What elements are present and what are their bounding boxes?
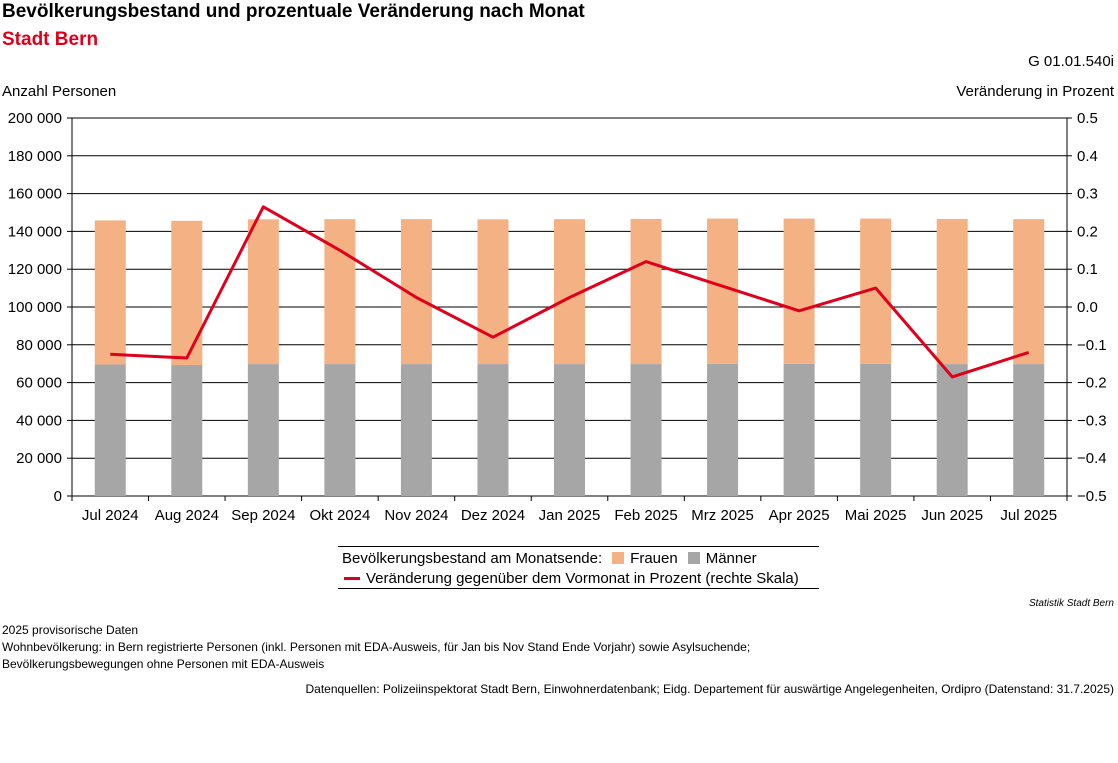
y-tick-label-right: 0.5 (1077, 110, 1098, 127)
bar-maenner (1013, 364, 1045, 496)
footnote-definition: Wohnbevölkerung: in Bern registrierte Pe… (2, 640, 751, 654)
x-tick-label: Dez 2024 (461, 507, 525, 524)
legend-label-frauen: Frauen (630, 549, 678, 567)
legend-prefix: Bevölkerungsbestand am Monatsende: (342, 549, 603, 567)
x-tick-label: Aug 2024 (155, 507, 219, 524)
legend-swatch-maenner (687, 552, 700, 564)
legend-label-line: Veränderung gegenüber dem Vormonat in Pr… (366, 569, 799, 587)
bar-maenner (936, 364, 968, 496)
bar-maenner (94, 364, 126, 496)
y-tick-label-left: 20 000 (16, 450, 62, 467)
bar-frauen (94, 220, 126, 365)
bar-maenner (324, 364, 356, 496)
credit: Statistik Stadt Bern (1028, 598, 1114, 609)
bar-maenner (247, 364, 279, 496)
y-tick-label-right: −0.5 (1077, 488, 1107, 505)
line-veraenderung (110, 205, 1030, 379)
y-tick-label-right: −0.3 (1077, 412, 1107, 429)
y-axis-label-left: Anzahl Personen (2, 83, 117, 100)
bar-frauen (324, 219, 356, 365)
legend: Bevölkerungsbestand am Monatsende: Fraue… (338, 546, 819, 589)
bar-frauen (477, 219, 509, 365)
chart-subtitle: Stadt Bern (2, 29, 99, 50)
y-tick-label-right: 0.4 (1077, 148, 1098, 165)
y-tick-label-left: 60 000 (16, 375, 62, 392)
x-tick-label: Jan 2025 (539, 507, 601, 524)
y-tick-label-left: 160 000 (8, 186, 62, 203)
x-tick-label: Sep 2024 (231, 507, 295, 524)
y-tick-label-right: −0.1 (1077, 337, 1107, 354)
bar-frauen (247, 219, 279, 365)
legend-label-maenner: Männer (705, 549, 757, 567)
x-tick-label: Mrz 2025 (691, 507, 754, 524)
y-tick-label-right: 0.3 (1077, 186, 1098, 203)
bar-maenner (783, 363, 815, 496)
bar-maenner (400, 364, 432, 496)
y-tick-label-left: 180 000 (8, 148, 62, 165)
x-tick-label: Jun 2025 (921, 507, 983, 524)
y-tick-label-left: 40 000 (16, 412, 62, 429)
x-tick-label: Jul 2025 (1000, 507, 1057, 524)
chart-title: Bevölkerungsbestand und prozentuale Verä… (2, 1, 585, 22)
y-tick-label-right: 0.1 (1077, 261, 1098, 278)
y-tick-label-left: 120 000 (8, 261, 62, 278)
chart-code: G 01.01.540i (1028, 53, 1114, 70)
y-axis-label-right: Veränderung in Prozent (956, 83, 1114, 100)
legend-row-bars: Bevölkerungsbestand am Monatsende: Fraue… (342, 548, 757, 568)
bar-frauen (707, 218, 739, 364)
x-tick-label: Jul 2024 (82, 507, 139, 524)
legend-swatch-line (344, 576, 360, 580)
x-tick-label: Nov 2024 (384, 507, 448, 524)
chart-svg: 0 −0.5 20 000 −0.4 40 000 −0.3 60 000 −0.2 80 00… (8, 110, 1107, 524)
y-tick-label-right: −0.4 (1077, 450, 1107, 467)
bar-frauen (783, 218, 815, 364)
y-tick-label-left: 200 000 (8, 110, 62, 127)
data-source: Datenquellen: Polizeiinspektorat Stadt B… (305, 682, 1114, 696)
x-tick-label: Feb 2025 (614, 507, 677, 524)
x-tick-label: Okt 2024 (309, 507, 370, 524)
y-tick-label-right: 0.0 (1077, 299, 1098, 316)
bar-maenner (860, 363, 892, 496)
footnote-provisional: 2025 provisorische Daten (2, 623, 139, 637)
bar-maenner (171, 365, 203, 496)
bar-maenner (707, 363, 739, 496)
x-tick-label: Mai 2025 (845, 507, 907, 524)
bar-maenner (630, 364, 662, 496)
y-tick-label-right: 0.2 (1077, 223, 1098, 240)
y-tick-label-right: −0.2 (1077, 375, 1107, 392)
bar-maenner (554, 364, 585, 496)
y-tick-label-left: 100 000 (8, 299, 62, 316)
y-tick-label-left: 140 000 (8, 223, 62, 240)
y-tick-label-left: 0 (54, 488, 62, 505)
bar-frauen (1013, 219, 1045, 365)
y-tick-label-left: 80 000 (16, 337, 62, 354)
bar-frauen (171, 220, 203, 366)
bar-frauen (630, 218, 662, 365)
bar-frauen (936, 218, 968, 365)
legend-row-line: Veränderung gegenüber dem Vormonat in Pr… (342, 568, 799, 588)
x-tick-label: Apr 2025 (769, 507, 830, 524)
bar-maenner (477, 364, 509, 496)
legend-swatch-frauen (612, 552, 625, 564)
footnote-movements: Bevölkerungsbewegungen ohne Personen mit… (2, 657, 325, 671)
